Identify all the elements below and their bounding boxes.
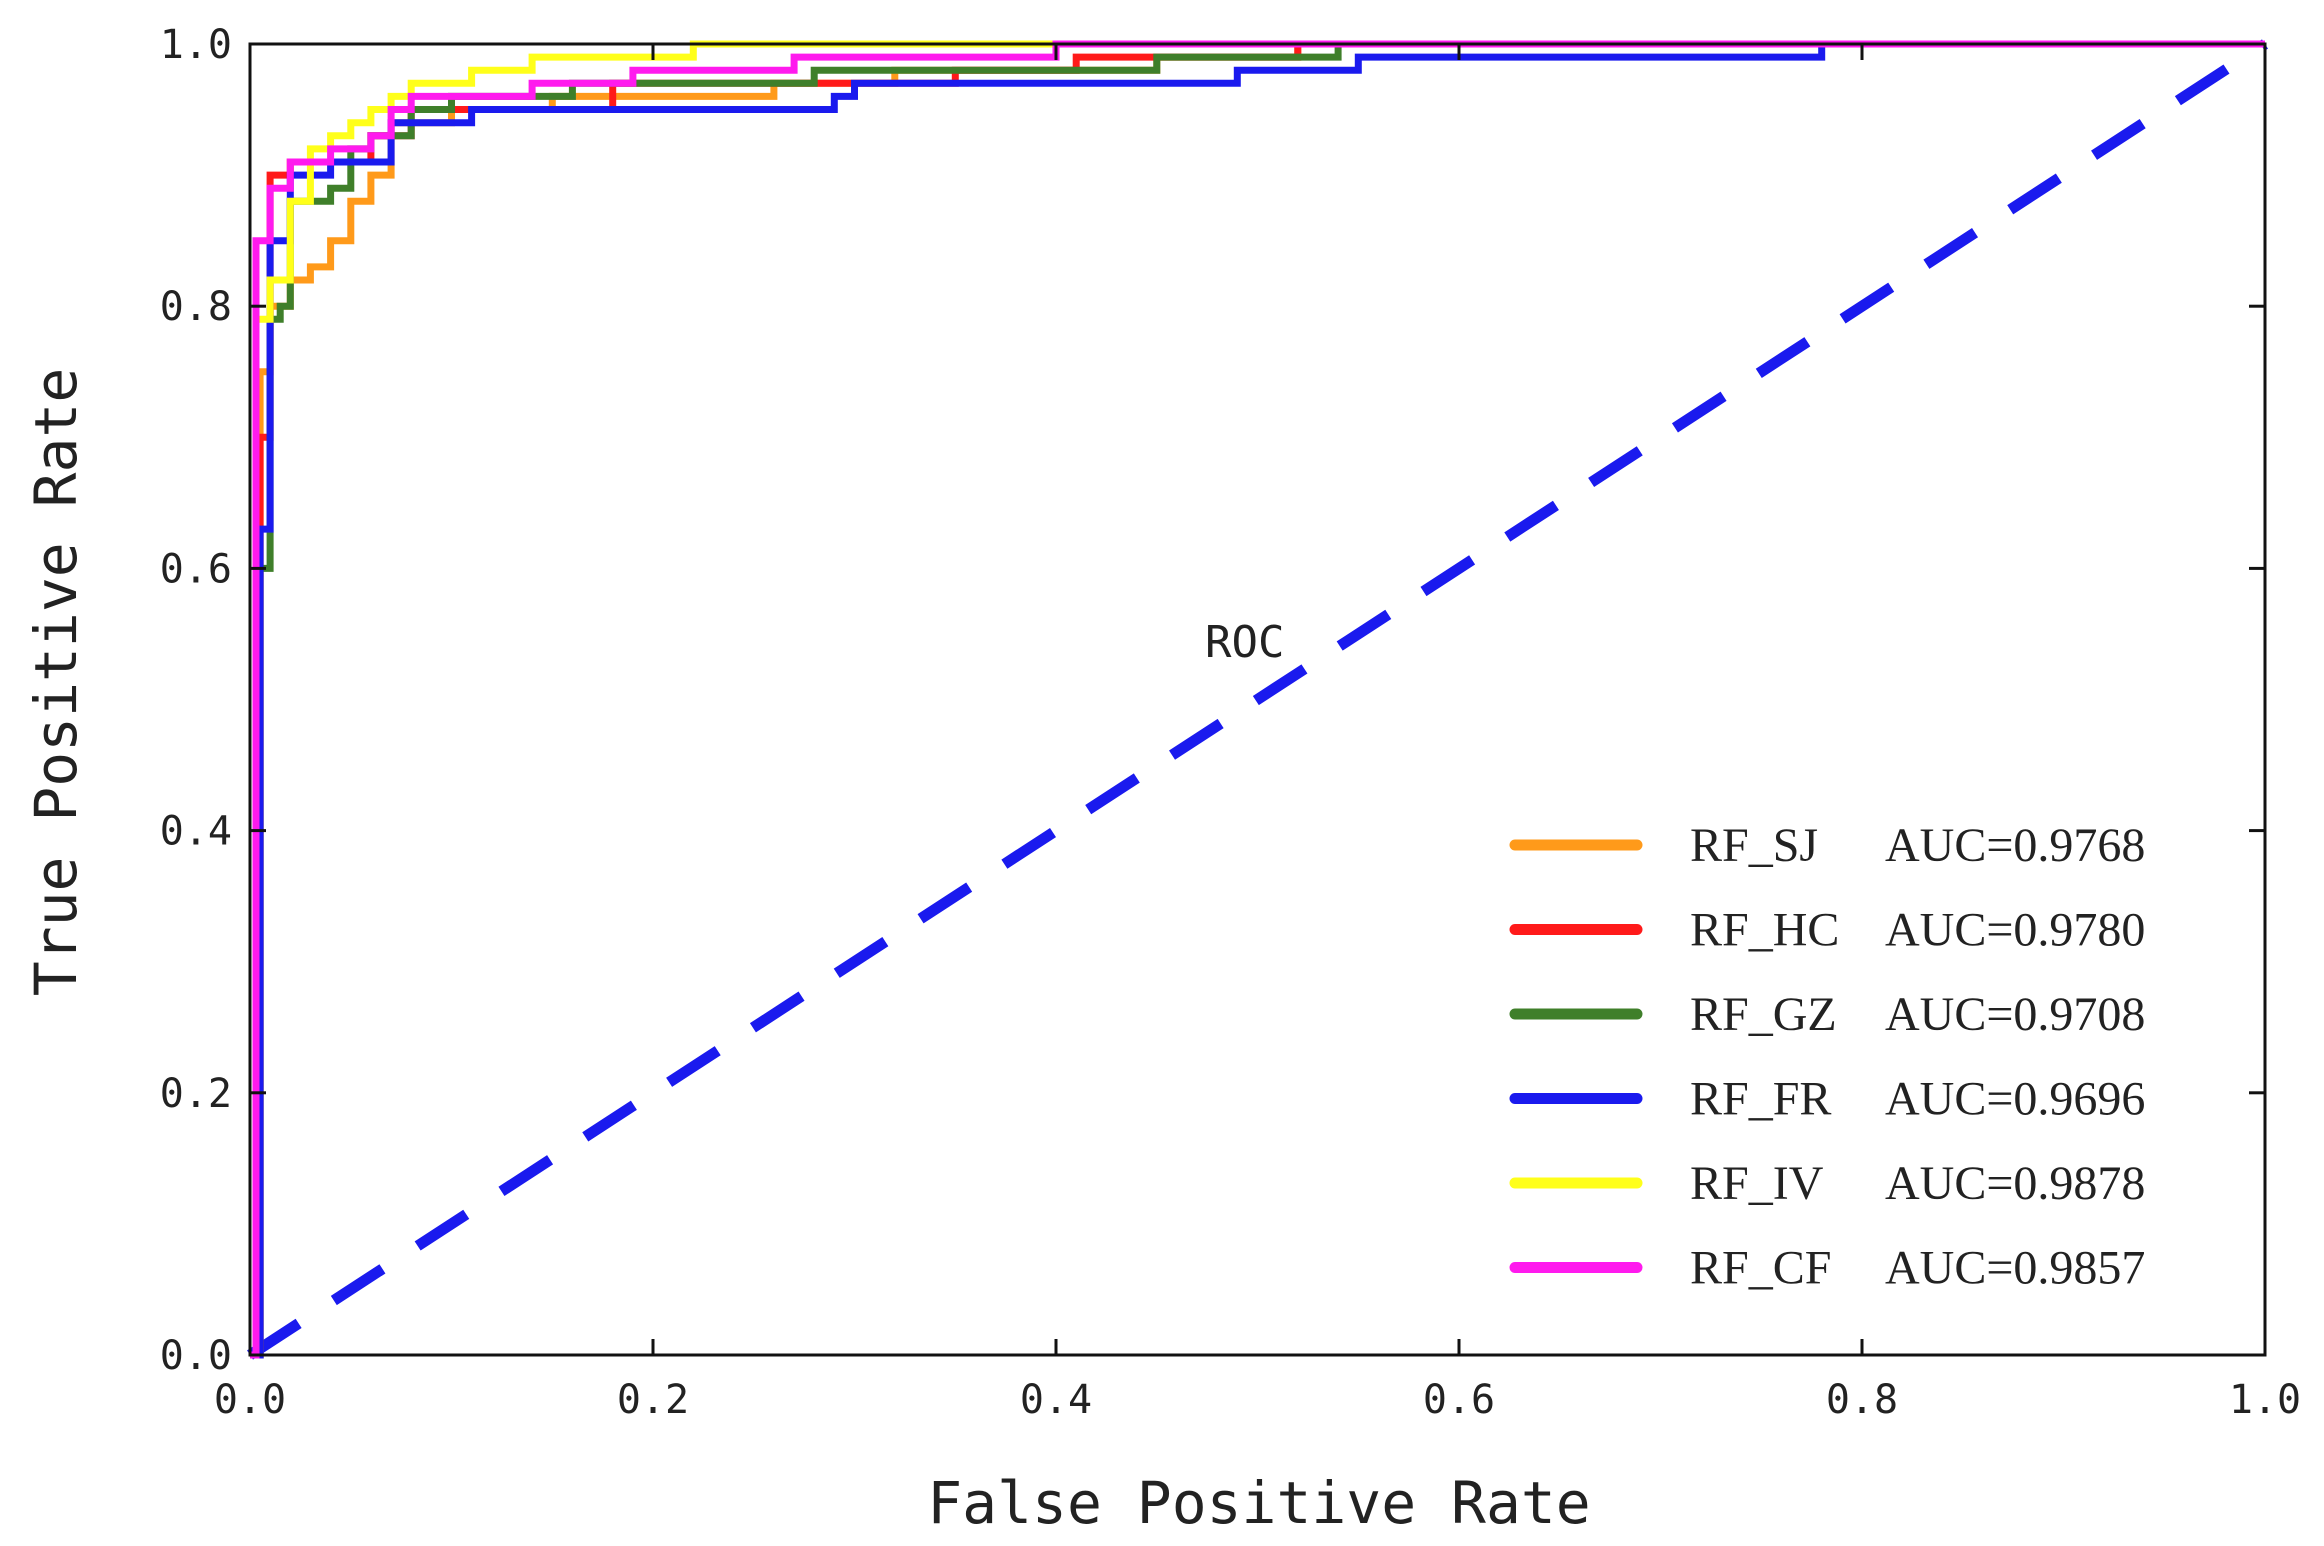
roc-annotation: ROC: [1205, 617, 1284, 668]
y-tick-label: 0.6: [160, 546, 232, 592]
y-tick-label: 1.0: [160, 22, 232, 68]
legend-auc-rf-iv: AUC=0.9878: [1885, 1157, 2145, 1210]
x-tick-label: 1.0: [2229, 1377, 2301, 1423]
legend-auc-rf-cf: AUC=0.9857: [1885, 1242, 2145, 1295]
y-tick-label: 0.2: [160, 1071, 232, 1117]
legend-name-rf-gz: RF_GZ: [1690, 988, 1837, 1041]
legend-name-rf-sj: RF_SJ: [1690, 819, 1818, 872]
x-tick-label: 0.8: [1826, 1377, 1898, 1423]
y-tick-label: 0.0: [160, 1333, 232, 1379]
x-tick-label: 0.0: [214, 1377, 286, 1423]
legend-auc-rf-sj: AUC=0.9768: [1885, 819, 2145, 872]
legend-name-rf-hc: RF_HC: [1690, 904, 1839, 957]
x-tick-label: 0.4: [1020, 1377, 1092, 1423]
series-line-rf-iv: [250, 40, 2265, 1359]
legend: RF_SJ AUC=0.9768 RF_HC AUC=0.9780 RF_GZ AUC=0…: [1509, 819, 2145, 1295]
legend-auc-rf-gz: AUC=0.9708: [1885, 988, 2145, 1041]
legend-name-rf-cf: RF_CF: [1690, 1242, 1831, 1295]
x-tick-label: 0.2: [617, 1377, 689, 1423]
x-axis-label: False Positive Rate: [927, 1469, 1590, 1537]
legend-name-rf-fr: RF_FR: [1690, 1073, 1831, 1126]
legend-name-rf-iv: RF_IV: [1690, 1157, 1824, 1210]
diagonal-reference-line: [247, 39, 2268, 1360]
y-tick-label: 0.8: [160, 284, 232, 330]
axis-ticks: 0.0 0.2 0.4 0.6 0.8 1.0 0.0 0.2 0.4 0.6 0.8 1.0: [160, 22, 2301, 1423]
roc-curves: [247, 39, 2268, 1360]
plot-frame: [248, 42, 2267, 1357]
series-line-rf-cf: [250, 40, 2265, 1359]
legend-auc-rf-hc: AUC=0.9780: [1885, 904, 2145, 957]
x-tick-label: 0.6: [1423, 1377, 1495, 1423]
y-tick-label: 0.4: [160, 809, 232, 855]
legend-auc-rf-fr: AUC=0.9696: [1885, 1073, 2145, 1126]
y-axis-label: True Positive Rate: [22, 368, 90, 997]
